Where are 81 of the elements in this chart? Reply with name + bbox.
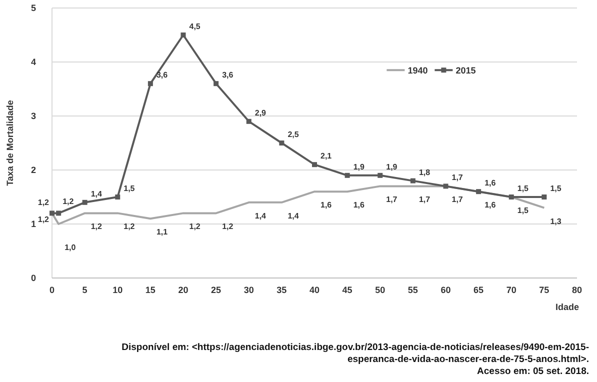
x-tick-label: 65 [474, 285, 484, 295]
data-label: 2,9 [254, 108, 267, 118]
x-tick-label: 45 [342, 285, 352, 295]
point [180, 32, 186, 38]
data-label: 1,5 [517, 184, 530, 193]
point [115, 194, 120, 200]
x-tick-label: 25 [211, 285, 222, 295]
data-label: 1,1 [156, 228, 168, 237]
point [82, 200, 88, 205]
x-tick-label: 0 [49, 285, 55, 295]
data-label: 1,4 [288, 211, 300, 220]
point [476, 189, 482, 194]
text: Acesso em: 05 set. 2018. [477, 366, 589, 377]
data-label: 1,8 [418, 168, 431, 177]
data-label: 3,6 [222, 70, 234, 80]
y-axis-title: Taxa de Mortalidade [5, 100, 15, 186]
data-label: 1,0 [64, 243, 76, 252]
data-label: 1,6 [484, 200, 496, 210]
x-tick-label: 70 [506, 285, 516, 295]
legend-label: 2015 [456, 66, 476, 76]
x-tick-label: 75 [539, 285, 550, 295]
y-tick-label: 1 [30, 219, 36, 229]
x-tick-label: 20 [178, 285, 188, 295]
y-tick-label: 3 [30, 111, 36, 121]
data-label: 1,2 [222, 222, 234, 232]
x-tick-label: 80 [572, 285, 582, 295]
x-tick-label: 35 [276, 285, 287, 295]
data-label: 1,6 [320, 200, 332, 210]
data-label: 1,5 [517, 206, 530, 215]
data-label: 1,2 [90, 222, 102, 232]
data-label: 1,2 [62, 197, 74, 206]
legend-label: 1940 [408, 66, 428, 76]
y-tick-label: 2 [30, 165, 36, 175]
x-tick-label: 50 [375, 285, 386, 295]
point [148, 81, 153, 86]
data-label: 1,9 [353, 162, 365, 172]
data-label: 1,5 [124, 184, 136, 193]
point [443, 184, 448, 189]
data-label: 1,7 [386, 195, 398, 204]
text: esperanca-de-vida-ao-nascer-era-de-75-5-anos.html>. [347, 354, 589, 365]
data-label: 1,2 [38, 215, 50, 224]
point [508, 194, 514, 200]
data-label: 1,2 [124, 222, 136, 232]
point [312, 162, 317, 168]
data-label: 1,2 [38, 198, 50, 208]
text: Disponível em: <https://agenciadenoticias.ibge.gov.br/2013-agencia-de-noticias/releases/9490-em-2015- [122, 342, 589, 353]
x-tick-label: 10 [112, 285, 123, 295]
data-label: 1,2 [189, 222, 201, 232]
y-tick-label: 0 [30, 273, 36, 283]
point [344, 172, 350, 178]
point [410, 178, 416, 184]
x-tick-label: 60 [440, 285, 451, 295]
point [542, 194, 547, 200]
y-tick-label: 4 [30, 57, 36, 67]
point [246, 118, 252, 124]
x-tick-label: 30 [244, 285, 254, 295]
point [50, 210, 54, 216]
point [279, 140, 284, 146]
x-tick-label: 40 [309, 285, 320, 295]
data-label: 1,4 [254, 211, 267, 220]
point [56, 210, 62, 216]
x-tick-label: 5 [82, 285, 88, 295]
data-label: 1,7 [418, 195, 431, 204]
data-label: 2,1 [320, 152, 332, 161]
data-label: 1,6 [353, 200, 365, 210]
data-label: 1,4 [90, 189, 102, 198]
data-label: 1,6 [484, 178, 496, 188]
data-label: 3,6 [156, 70, 168, 80]
point [378, 172, 383, 178]
x-tick-label: 15 [145, 285, 156, 295]
data-label: 1,5 [550, 184, 562, 193]
data-label: 4,5 [189, 22, 201, 31]
data-label: 1,9 [386, 162, 398, 172]
x-axis-title: Idade [555, 302, 579, 312]
data-label: 1,3 [550, 216, 562, 226]
data-label: 1,7 [452, 195, 464, 204]
point [214, 81, 219, 86]
y-tick-label: 5 [30, 3, 36, 13]
data-label: 2,5 [288, 130, 300, 139]
data-label: 1,7 [452, 173, 464, 182]
x-tick-label: 55 [408, 285, 418, 295]
